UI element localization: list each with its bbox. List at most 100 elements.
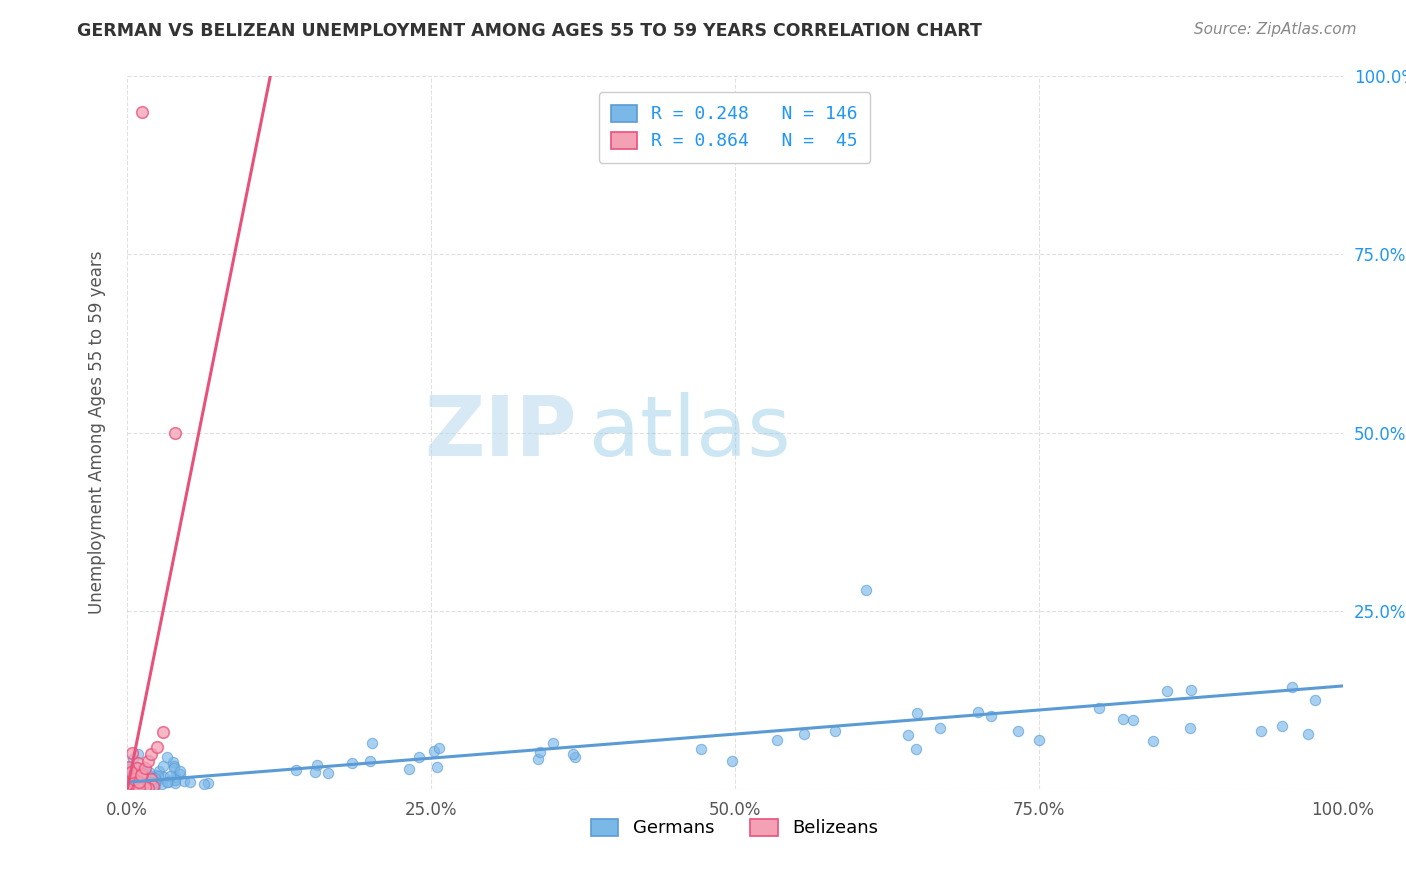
Point [118,781,141,796]
Point [967,705,990,719]
Point [118,765,141,780]
Point [138,765,160,780]
Point [529,745,551,759]
Point [122,781,145,796]
Point [134,762,156,776]
Point [128,780,150,795]
Point [120,779,142,793]
Point [152,759,174,773]
Point [131,104,153,119]
Point [124,772,146,786]
Point [127,756,149,770]
Point [562,747,585,762]
Point [163,772,186,787]
Point [169,764,191,778]
Point [721,754,744,768]
Point [120,770,142,784]
Point [125,780,148,794]
Point [117,780,139,794]
Point [120,773,142,788]
Point [1028,732,1050,747]
Point [128,780,150,794]
Point [124,777,146,791]
Point [359,754,381,768]
Point [928,721,950,735]
Point [129,772,152,787]
Point [125,777,148,791]
Point [905,741,928,756]
Point [1250,724,1272,739]
Point [125,779,148,793]
Text: GERMAN VS BELIZEAN UNEMPLOYMENT AMONG AGES 55 TO 59 YEARS CORRELATION CHART: GERMAN VS BELIZEAN UNEMPLOYMENT AMONG AG… [77,22,983,40]
Point [117,771,139,785]
Point [143,779,166,793]
Point [564,749,586,764]
Point [121,766,143,780]
Point [165,770,187,784]
Point [120,775,142,789]
Point [117,782,139,797]
Point [145,768,167,782]
Point [316,765,339,780]
Point [159,769,181,783]
Point [118,780,141,794]
Point [127,747,149,761]
Point [125,771,148,785]
Point [124,781,146,796]
Point [136,780,159,795]
Point [115,774,138,789]
Point [427,741,450,756]
Point [132,780,155,794]
Point [146,739,169,754]
Point [134,780,156,794]
Point [134,761,156,775]
Point [1281,680,1303,694]
Point [122,752,145,766]
Point [141,772,163,786]
Point [131,774,153,789]
Point [115,778,138,792]
Point [138,769,160,783]
Point [148,769,170,783]
Point [793,727,815,741]
Point [131,766,153,780]
Point [127,760,149,774]
Point [128,769,150,783]
Point [897,728,920,742]
Point [117,770,139,784]
Point [129,766,152,780]
Point [1087,701,1109,715]
Point [765,732,787,747]
Point [117,770,139,784]
Point [129,770,152,784]
Point [115,775,138,789]
Point [115,779,138,793]
Point [1156,684,1178,698]
Point [118,778,141,792]
Point [1112,712,1135,726]
Point [148,764,170,778]
Point [408,750,430,764]
Point [120,774,142,789]
Point [120,764,142,779]
Point [118,764,141,779]
Point [155,775,177,789]
Point [423,743,446,757]
Point [173,774,195,789]
Point [138,754,160,768]
Point [117,777,139,791]
Point [824,723,846,738]
Point [132,778,155,792]
Point [1303,693,1326,707]
Point [117,760,139,774]
Point [120,780,142,795]
Point [131,772,153,787]
Y-axis label: Unemployment Among Ages 55 to 59 years: Unemployment Among Ages 55 to 59 years [87,251,105,615]
Point [361,736,384,750]
Point [162,755,184,769]
Point [541,736,564,750]
Point [129,762,152,776]
Point [1296,727,1319,741]
Point [115,762,138,776]
Point [979,708,1001,723]
